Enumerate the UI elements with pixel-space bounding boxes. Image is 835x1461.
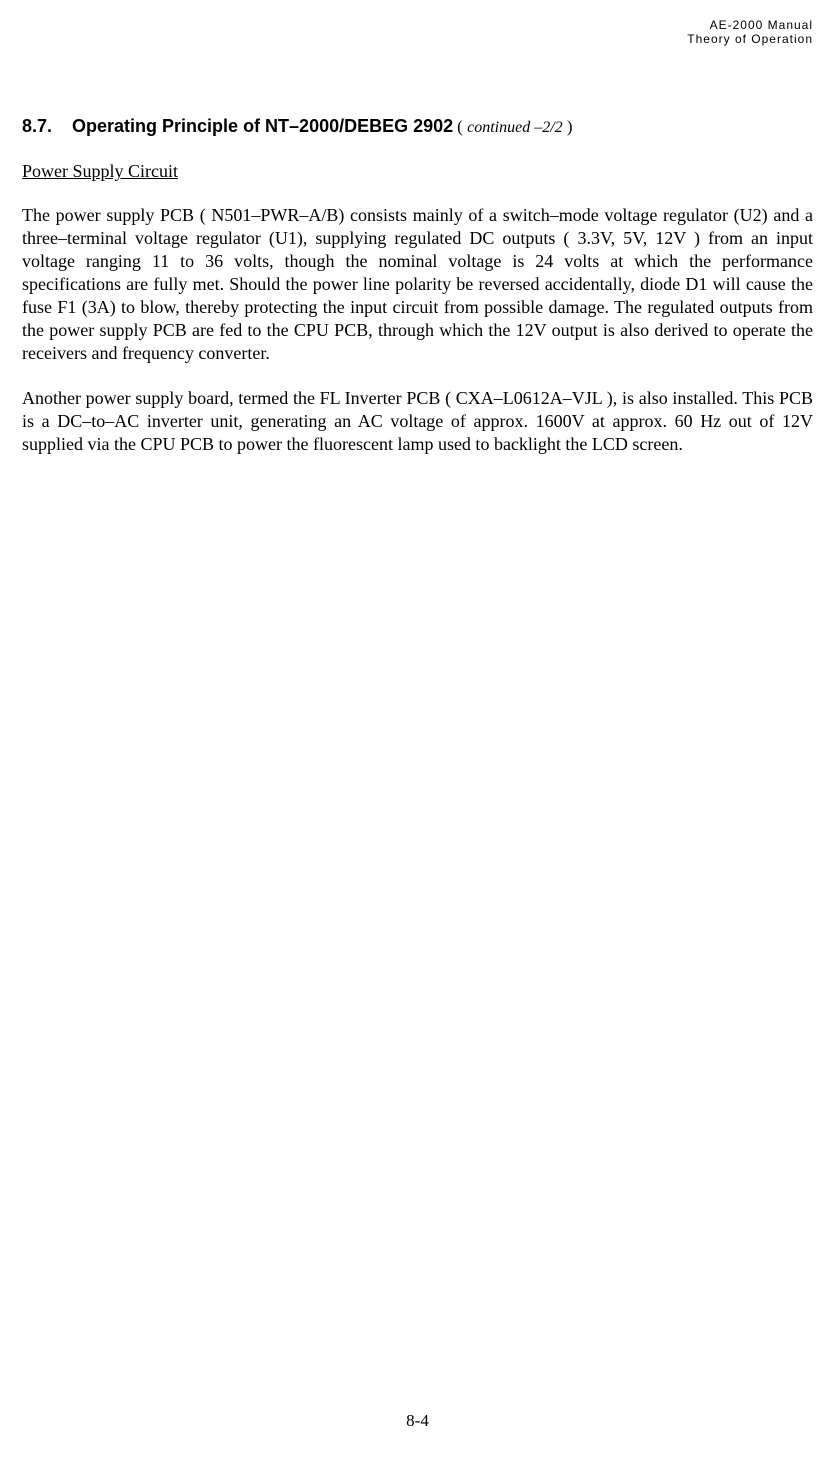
section-number: 8.7. [22, 116, 52, 136]
page-header: AE-2000 Manual Theory of Operation [22, 18, 813, 46]
section-continued: continued –2/2 [467, 119, 563, 136]
section-heading: 8.7. Operating Principle of NT–2000/DEBE… [22, 116, 813, 137]
subsection-title: Power Supply Circuit [22, 161, 813, 182]
header-manual-title: AE-2000 Manual [22, 18, 813, 32]
section-paren-open: ( [457, 117, 467, 136]
body-paragraph-1: The power supply PCB ( N501–PWR–A/B) con… [22, 204, 813, 365]
page-number: 8-4 [0, 1411, 835, 1431]
header-chapter-title: Theory of Operation [22, 32, 813, 46]
section-paren-close: ) [563, 117, 573, 136]
section-title: Operating Principle of NT–2000/DEBEG 290… [72, 116, 453, 136]
body-paragraph-2: Another power supply board, termed the F… [22, 387, 813, 456]
